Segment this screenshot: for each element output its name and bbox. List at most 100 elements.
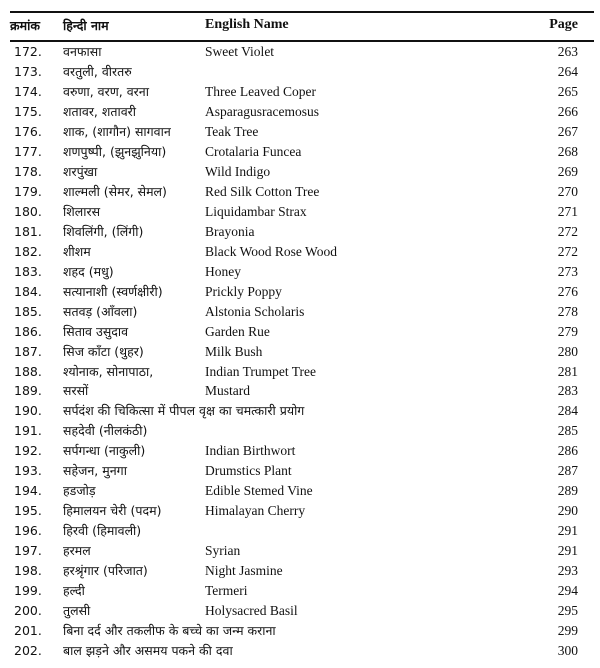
table-row: 194. हडजोड़ Edible Stemed Vine 289 [0,481,600,501]
page-number: 263 [557,44,578,59]
hindi-name: शाल्मली (सेमर, सेमल) [63,183,167,199]
english-name: Mustard [205,383,250,399]
serial-number: 197. [14,543,42,559]
hindi-name: तुलसी [63,603,91,619]
page-number: 270 [557,183,578,199]
page-number: 291 [557,523,578,539]
hindi-name: वरुणा, वरण, वरना [63,83,149,99]
table-row: 195. हिमालयन चेरी (पदम) Himalayan Cherry 29… [0,501,600,521]
table-row: 201. बिना दर्द और तकलीफ के बच्चे का जन्म … [0,621,600,641]
table-row: 173. वरतुली, वीरतरु 264 [0,62,600,82]
page-number: 289 [557,483,578,499]
english-name: Night Jasmine [205,563,283,579]
hindi-name: वनफासा [63,44,102,59]
table-row: 178. शरपुंखा Wild Indigo 269 [0,162,600,182]
table-row: 188. श्योनाक, सोनापाठा, Indian Trumpet Tre… [0,362,600,382]
page-number: 272 [557,243,578,259]
top-rule [10,11,594,13]
hindi-name: वरतुली, वीरतरु [63,63,132,79]
page-number: 287 [557,463,578,479]
serial-number: 194. [14,483,42,499]
serial-number: 177. [14,143,42,159]
hindi-name: हरश्रृंगार (परिजात) [63,563,148,579]
page-number: 278 [557,303,578,319]
serial-number: 200. [14,603,42,619]
page-number: 286 [557,443,578,459]
english-name: Honey [205,263,241,279]
hindi-name: शाक, (शागौन) सागवान [63,123,171,139]
english-name: Alstonia Scholaris [205,303,305,319]
hindi-name: सतवड़ (आँवला) [63,303,138,319]
table-row: 179. शाल्मली (सेमर, सेमल) Red Silk Cotton … [0,182,600,202]
page-number: 267 [557,123,578,139]
serial-number: 195. [14,503,42,519]
hindi-name: हल्दी [63,583,85,599]
header-page: Page [549,17,578,32]
serial-number: 189. [14,383,42,399]
table-row: 196. हिरवी (हिमावली) 291 [0,521,600,541]
table-row: 190. सर्पदंश की चिकित्सा में पीपल वृक्ष क… [0,401,600,421]
table-row: 183. शहद (मधु) Honey 273 [0,262,600,282]
page-number: 273 [557,263,578,279]
english-name: Crotalaria Funcea [205,143,302,159]
hindi-name: शीशम [63,243,91,259]
english-name: Asparagusracemosus [205,103,319,119]
page-number: 276 [557,283,578,299]
page-number: 271 [557,203,578,219]
hindi-name: बाल झड़ने और असमय पकने की दवा [63,643,233,659]
hindi-name: श्योनाक, सोनापाठा, [63,363,154,379]
serial-number: 190. [14,403,42,419]
hindi-name: हिमालयन चेरी (पदम) [63,503,162,519]
hindi-name: बिना दर्द और तकलीफ के बच्चे का जन्म करान… [63,623,276,639]
hindi-name: शणपुष्पी, (झुनझुनिया) [63,143,167,159]
hindi-name: शिलारस [63,203,101,219]
hindi-name: सिताव उसुदाव [63,323,129,339]
page-number: 269 [557,163,578,179]
english-name: Indian Trumpet Tree [205,363,317,379]
table-row: 199. हल्दी Termeri 294 [0,581,600,601]
english-name: Drumstics Plant [205,463,292,479]
header-english-name: English Name [205,17,289,32]
table-row: 172. वनफासा Sweet Violet 263 [0,42,600,62]
hindi-name: हडजोड़ [63,483,96,499]
page-number: 283 [557,383,578,399]
hindi-name: हिरवी (हिमावली) [63,523,142,539]
page-number: 264 [557,63,578,79]
page-number: 293 [557,563,578,579]
serial-number: 183. [14,263,42,279]
table-row: 175. शतावर, शतावरी Asparagusracemosus 266 [0,102,600,122]
english-name: Holysacred Basil [205,603,298,619]
english-name: Syrian [205,543,241,559]
serial-number: 196. [14,523,42,539]
english-name: Wild Indigo [205,163,271,179]
english-name: Liquidambar Strax [205,203,307,219]
table-row: 174. वरुणा, वरण, वरना Three Leaved Coper 26… [0,82,600,102]
serial-number: 202. [14,643,42,659]
table-row: 200. तुलसी Holysacred Basil 295 [0,601,600,621]
serial-number: 185. [14,303,42,319]
hindi-name: शहद (मधु) [63,263,114,279]
english-name: Termeri [205,583,248,599]
hindi-name: सहेजन, मुनगा [63,463,127,479]
serial-number: 199. [14,583,42,599]
hindi-name: हरमल [63,543,91,559]
serial-number: 176. [14,123,42,139]
table-row: 177. शणपुष्पी, (झुनझुनिया) Crotalaria Func… [0,142,600,162]
serial-number: 173. [14,63,42,79]
hindi-name: शरपुंखा [63,163,98,179]
table-row: 180. शिलारस Liquidambar Strax 271 [0,202,600,222]
header-serial: क्रमांक [10,18,40,33]
english-name: Brayonia [205,223,255,239]
table-row: 202. बाल झड़ने और असमय पकने की दवा 300 [0,641,600,661]
page-number: 280 [557,343,578,359]
header-hindi-name: हिन्दी नाम [63,18,109,33]
table-row: 198. हरश्रृंगार (परिजात) Night Jasmine 293 [0,561,600,581]
hindi-name: सर्पगन्धा (नाकुली) [63,443,146,459]
serial-number: 193. [14,463,42,479]
page-number: 299 [557,623,578,639]
page-number: 300 [557,643,578,659]
english-name: Himalayan Cherry [205,503,306,519]
english-name: Garden Rue [205,323,270,339]
serial-number: 172. [14,44,42,59]
table-row: 182. शीशम Black Wood Rose Wood 272 [0,242,600,262]
